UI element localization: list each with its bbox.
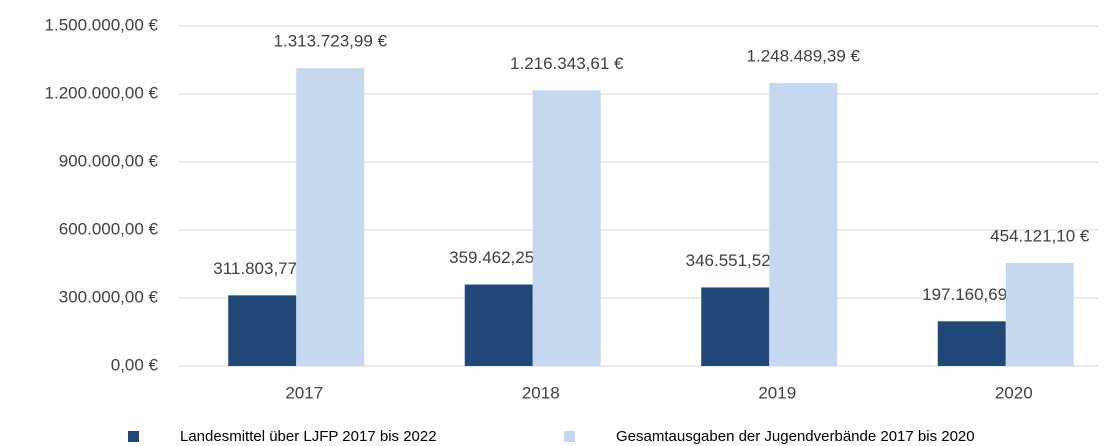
legend-label: Gesamtausgaben der Jugendverbände 2017 b… (616, 428, 975, 445)
x-tick-label: 2018 (522, 383, 560, 402)
value-label: 454.121,10 € (990, 227, 1090, 246)
value-label: 197.160,69 € (922, 285, 1022, 304)
bar (937, 321, 1006, 366)
bar (1005, 263, 1074, 366)
y-tick-label: 0,00 € (111, 355, 159, 374)
bar (769, 83, 838, 367)
x-tick-label: 2019 (758, 383, 796, 402)
value-label: 311.803,77 € (213, 259, 312, 278)
y-tick-label: 900.000,00 € (59, 151, 159, 170)
bar (296, 68, 365, 366)
bar (532, 90, 601, 367)
value-label: 1.313.723,99 € (274, 32, 388, 51)
x-tick-label: 2020 (995, 383, 1033, 402)
y-tick-label: 600.000,00 € (59, 219, 159, 238)
x-tick-label: 2017 (285, 383, 323, 402)
legend-swatch (128, 431, 139, 442)
y-tick-label: 300.000,00 € (59, 287, 159, 306)
y-tick-label: 1.200.000,00 € (45, 83, 159, 102)
bar (228, 295, 297, 366)
legend-label: Landesmittel über LJFP 2017 bis 2022 (180, 428, 437, 445)
bar (464, 284, 533, 366)
legend-swatch (564, 431, 575, 442)
value-label: 1.248.489,39 € (747, 46, 861, 65)
value-label: 359.462,25 € (449, 248, 549, 267)
y-tick-label: 1.500.000,00 € (45, 15, 159, 34)
bar (701, 287, 770, 366)
value-label: 1.216.343,61 € (510, 54, 624, 73)
value-label: 346.551,52 € (686, 251, 786, 270)
